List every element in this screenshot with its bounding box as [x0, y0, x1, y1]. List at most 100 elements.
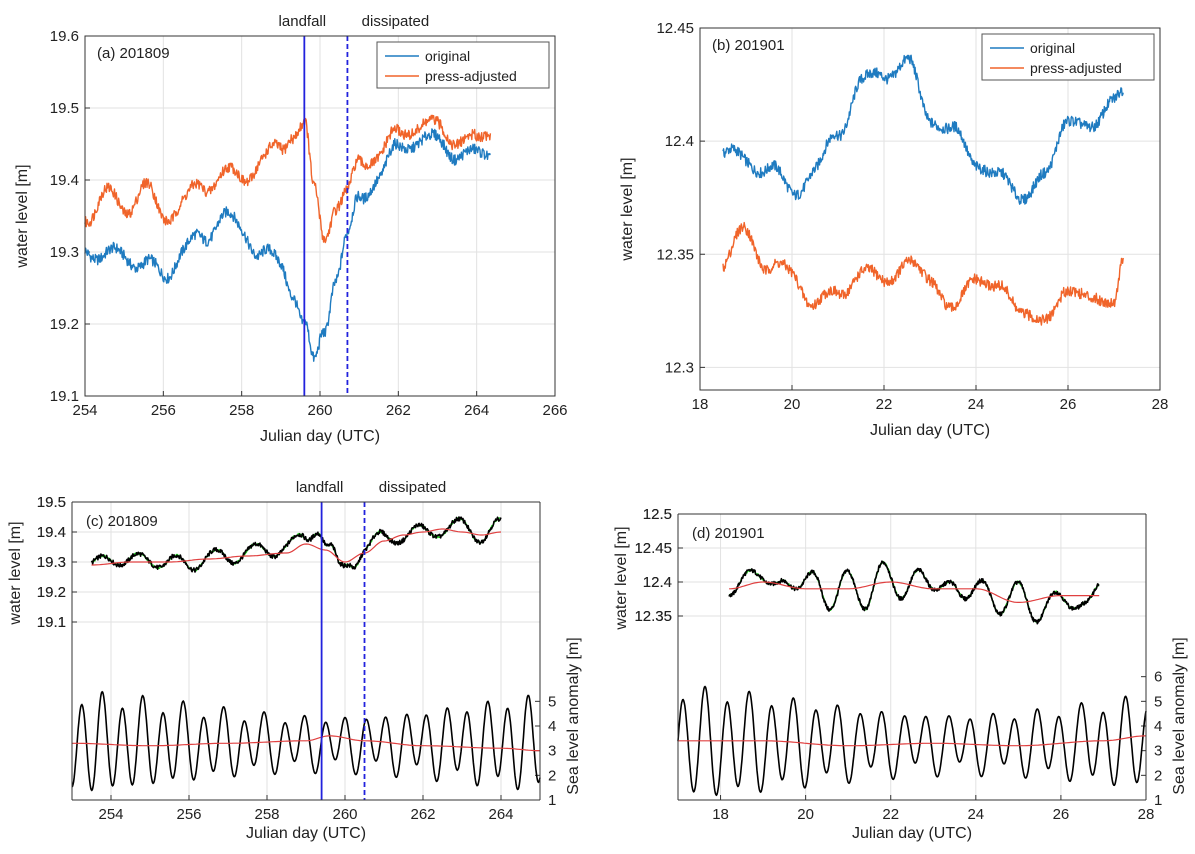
y-axis-label: water level [m]: [7, 521, 24, 625]
y-tick-label: 19.3: [50, 244, 79, 261]
y-tick-label: 12.4: [643, 574, 672, 591]
x-tick-label: 20: [797, 806, 814, 823]
x-tick-label: 28: [1152, 396, 1169, 413]
y2-tick-label: 1: [1154, 792, 1162, 809]
y-tick-label: 19.3: [37, 554, 66, 571]
y-tick-label: 12.35: [656, 246, 694, 263]
x-tick-label: 26: [1053, 806, 1070, 823]
x-tick-label: 266: [542, 402, 567, 419]
y-tick-label: 19.4: [37, 524, 66, 541]
y-tick-label: 12.4: [665, 133, 694, 150]
y2-tick-label: 5: [548, 693, 556, 710]
panel-a: 254 256 258 260 262 264 266 19.1 19.2 19.3 19.4 19.…: [14, 13, 568, 445]
y-tick-label: 12.3: [665, 359, 694, 376]
y-tick-label: 19.4: [50, 172, 79, 189]
y-tick-label: 19.5: [37, 494, 66, 511]
y2-tick-label: 5: [1154, 693, 1162, 710]
y-tick-label: 12.5: [643, 506, 672, 523]
y-tick-label: 19.1: [37, 614, 66, 631]
y-tick-label: 19.5: [50, 100, 79, 117]
y-tick-label: 19.3: [37, 554, 66, 571]
y2-tick-label: 3: [548, 743, 556, 760]
x-tick-label: 28: [1138, 806, 1155, 823]
y-tick-label: 12.4: [643, 574, 672, 591]
y-tick-label: 12.45: [634, 540, 672, 557]
residual-line-lower: [72, 735, 541, 752]
series-line-press-adjusted: [722, 221, 1124, 326]
x-tick-label: 26: [1060, 396, 1077, 413]
residual-line-lower: [678, 735, 1146, 747]
y-tick-label: 19.6: [50, 28, 79, 45]
residual-line-upper: [729, 581, 1100, 603]
x-tick-label: 24: [968, 396, 985, 413]
y-tick-label: 19.2: [37, 584, 66, 601]
y-tick-label: 19.2: [50, 316, 79, 333]
dissipated-label: dissipated: [379, 479, 447, 496]
panel-label: (c) 201809: [86, 513, 158, 530]
x-tick-label: 22: [882, 806, 899, 823]
y-tick-label: 19.2: [37, 584, 66, 601]
x-tick-label: 254: [98, 806, 123, 823]
y2-tick-label: 4: [1154, 718, 1162, 735]
y2-axis-label: Sea level anomaly [m]: [1171, 637, 1188, 794]
axes-frame: [84, 35, 556, 397]
legend-box: [376, 41, 550, 89]
legend-entry-label: original: [425, 48, 470, 64]
y2-tick-label: 2: [548, 767, 556, 784]
series-line-press-adjusted: [84, 114, 492, 244]
x-tick-label: 262: [410, 806, 435, 823]
landfall-label: landfall: [296, 479, 344, 496]
y2-tick-label: 4: [548, 718, 556, 735]
y2-tick-label: 6: [1154, 669, 1162, 686]
x-tick-label: 22: [876, 396, 893, 413]
x-tick-label: 262: [386, 402, 411, 419]
x-tick-label: 254: [72, 402, 97, 419]
sea-level-anomaly-line: [677, 685, 1147, 797]
x-tick-label: 256: [151, 402, 176, 419]
x-tick-label: 264: [488, 806, 513, 823]
legend-entry-label: original: [1030, 40, 1075, 56]
y-tick-label: 19.1: [50, 388, 79, 405]
landfall-label: landfall: [279, 13, 327, 30]
x-tick-label: 260: [307, 402, 332, 419]
x-axis-label: Julian day (UTC): [852, 825, 972, 842]
legend-entry-label: press-adjusted: [425, 68, 517, 84]
y2-tick-label: 1: [548, 792, 556, 809]
x-axis-label: Julian day (UTC): [260, 428, 380, 445]
plot-area: [700, 28, 1160, 390]
x-tick-label: 20: [784, 396, 801, 413]
y-axis-label: water level [m]: [619, 157, 636, 261]
legend-box: [981, 33, 1155, 81]
y-tick-label: 19.1: [37, 614, 66, 631]
y-tick-label: 12.35: [634, 608, 672, 625]
x-tick-label: 18: [712, 806, 729, 823]
x-tick-label: 18: [692, 396, 709, 413]
x-tick-label: 258: [254, 806, 279, 823]
x-axis-label: Julian day (UTC): [246, 825, 366, 842]
y-tick-label: 19.4: [37, 524, 66, 541]
y-axis-label: water level [m]: [613, 526, 630, 630]
panel-label: (a) 201809: [97, 45, 170, 62]
panel-b: 18 20 22 24 26 28 12.3 12.35 12.4 12.45 original pr…: [619, 20, 1168, 439]
y-tick-label: 19.5: [37, 494, 66, 511]
axes-frame: [699, 27, 1161, 391]
x-tick-label: 24: [967, 806, 984, 823]
series-line-observed: [90, 516, 502, 573]
plot-area: [72, 502, 540, 800]
legend-entry-label: press-adjusted: [1030, 60, 1122, 76]
y-tick-label: 12.45: [656, 20, 694, 37]
y2-tick-label: 2: [1154, 767, 1162, 784]
panel-label: (d) 201901: [692, 525, 765, 542]
series-line-observed: [728, 560, 1100, 625]
panel-label: (b) 201901: [712, 37, 785, 54]
x-tick-label: 264: [464, 402, 489, 419]
y-tick-label: 12.45: [634, 540, 672, 557]
series-line-original: [84, 128, 492, 362]
x-tick-label: 258: [229, 402, 254, 419]
y2-tick-label: 3: [1154, 743, 1162, 760]
y-tick-label: 12.5: [643, 506, 672, 523]
dissipated-label: dissipated: [362, 13, 430, 30]
